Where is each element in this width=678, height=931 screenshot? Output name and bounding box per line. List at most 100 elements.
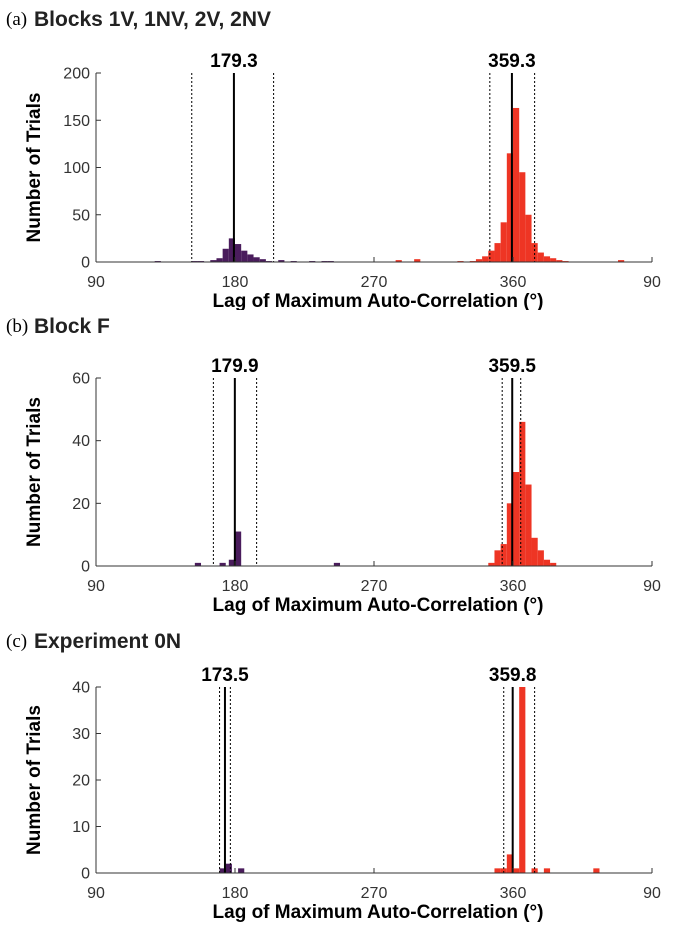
histogram-bar [222,248,229,262]
panel-c: (c) Experiment 0N 173.5 359.8 90 180 270 360 90 0… [0,625,678,931]
y-tick-label: 10 [72,819,90,836]
y-tick-label: 20 [72,773,90,790]
histogram-bar [506,503,513,566]
histogram-bar [494,550,501,566]
x-tick-label: 90 [643,885,661,902]
panel-title: Experiment 0N [34,630,181,653]
mean-label: 359.3 [488,51,536,72]
histogram-bar [525,214,532,262]
panel-letter: (c) [6,631,27,652]
panel-a: (a) Blocks 1V, 1NV, 2V, 2NV 179.3 359.3 90 18… [0,0,678,310]
histogram-bar [543,868,551,873]
histogram-bar [543,559,551,566]
histogram-bar [593,868,600,873]
histogram-bar [531,868,538,873]
histogram-bar [210,260,217,262]
y-tick-label: 0 [81,255,90,272]
histogram-bar [241,250,248,262]
x-tick-label: 180 [222,274,249,291]
histogram-bar [519,421,526,566]
histogram-bar [506,854,513,873]
histogram-bar [537,550,544,566]
histogram-bar [500,544,507,566]
mean-label: 359.8 [489,665,537,686]
y-tick-label: 20 [72,496,90,513]
x-tick-label: 180 [222,578,249,595]
x-tick-label: 90 [87,274,105,291]
histogram-bar [235,244,242,262]
y-tick-label: 50 [72,207,90,224]
histogram-bar [253,257,260,262]
histogram-bar [259,259,266,262]
histogram-bar [550,258,557,262]
histogram-bar [500,222,507,262]
mean-label: 179.9 [211,356,259,377]
y-tick-label: 150 [63,113,90,130]
y-tick-label: 60 [72,371,90,388]
x-axis-label: Lag of Maximum Auto-Correlation (°) [213,291,544,310]
y-tick-label: 200 [63,66,90,83]
panel-letter: (a) [6,9,27,30]
histogram-bar [556,260,563,262]
histogram-bar [395,260,402,262]
histogram-bar [543,256,551,262]
histogram-bar [550,562,557,566]
histogram-bar [488,250,495,262]
histogram-bar [228,559,235,566]
histogram-bar [506,153,513,262]
x-tick-label: 360 [500,578,527,595]
x-tick-label: 360 [500,885,527,902]
histogram-b: (b) Block F 179.9 359.5 90 180 270 360 90 0 20 40 60… [6,315,661,616]
panel-title: Block F [34,315,110,338]
histogram-bar [216,258,223,262]
histogram-bar [235,531,242,566]
histogram-bar [513,472,520,566]
panel-letter: (b) [6,316,28,337]
y-tick-label: 0 [81,866,90,883]
histogram-bar [531,243,538,262]
y-tick-label: 40 [72,680,90,697]
histogram-bar [494,868,501,873]
x-tick-label: 270 [361,578,388,595]
x-tick-label: 90 [643,274,661,291]
y-axis-label: Number of Trials [24,93,45,243]
mean-label: 179.3 [210,51,258,72]
histogram-bar [219,868,226,873]
x-tick-label: 270 [361,274,388,291]
x-axis-label: Lag of Maximum Auto-Correlation (°) [213,902,544,923]
histogram-bar [278,260,285,262]
x-tick-label: 90 [87,885,105,902]
y-tick-label: 40 [72,433,90,450]
mean-label: 359.5 [488,356,536,377]
x-tick-label: 180 [222,885,249,902]
histogram-bar [519,687,526,873]
histogram-bar [333,562,341,566]
histogram-bar [225,863,232,873]
x-tick-label: 90 [643,578,661,595]
histogram-bar [513,868,520,873]
histogram-bar [414,259,421,262]
histogram-bar [531,537,538,566]
histogram-bar [228,238,235,263]
panel-title: Blocks 1V, 1NV, 2V, 2NV [34,8,271,31]
histogram-bar [482,256,489,262]
x-tick-label: 90 [87,578,105,595]
histogram-bar [618,260,625,262]
histogram-bar [537,252,544,262]
mean-label: 173.5 [201,665,249,686]
x-axis-label: Lag of Maximum Auto-Correlation (°) [213,595,544,616]
x-tick-label: 270 [361,885,388,902]
x-tick-label: 360 [500,274,527,291]
histogram-bar [488,562,495,566]
y-tick-label: 0 [81,559,90,576]
histogram-bar [219,562,226,566]
histogram-bar [513,107,520,262]
histogram-bar [247,254,254,262]
histogram-a: (a) Blocks 1V, 1NV, 2V, 2NV 179.3 359.3 90 18… [6,8,661,310]
panel-b: (b) Block F 179.9 359.5 90 180 270 360 90 0 20 40 60… [0,310,678,625]
histogram-bar [525,484,532,566]
y-axis-label: Number of Trials [24,397,45,547]
histogram-bar [475,259,483,262]
y-axis-label: Number of Trials [24,705,45,855]
